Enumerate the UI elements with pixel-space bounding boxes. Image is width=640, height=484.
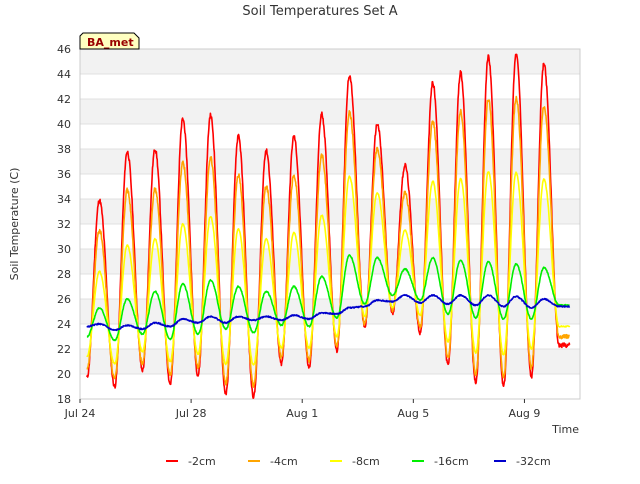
x-axis-ticks: Jul 24 Jul 28 Aug 1 Aug 5 Aug 9 (64, 399, 540, 420)
site-annotation-text: BA_met (87, 36, 134, 49)
y-tick-label: 34 (57, 193, 71, 206)
y-tick-label: 28 (57, 268, 71, 281)
y-tick-label: 46 (57, 43, 71, 56)
background-band (80, 174, 580, 199)
x-tick-label: Jul 24 (64, 407, 96, 420)
background-band (80, 324, 580, 349)
x-tick-label: Aug 1 (286, 407, 318, 420)
legend-item: -8cm (330, 455, 380, 468)
background-band (80, 199, 580, 224)
plot-frame (79, 48, 581, 400)
y-tick-label: 44 (57, 68, 71, 81)
legend: -2cm -4cm -8cm -16cm -32cm (166, 455, 551, 468)
y-tick-label: 18 (57, 393, 71, 406)
y-tick-label: 30 (57, 243, 71, 256)
x-tick-label: Aug 5 (397, 407, 429, 420)
background-band (80, 374, 580, 399)
x-axis-label: Time (551, 423, 579, 436)
y-axis-ticks: 18 20 22 24 26 28 30 32 34 36 38 40 42 44 46 (57, 43, 71, 406)
series-line-minus-4cm (86, 95, 571, 389)
y-axis-label: Soil Temperature (C) (8, 168, 21, 281)
y-tick-label: 20 (57, 368, 71, 381)
background-band (80, 99, 580, 124)
background-band (80, 349, 580, 374)
series-line-minus-32cm (86, 293, 571, 332)
y-tick-label: 32 (57, 218, 71, 231)
legend-label: -4cm (270, 455, 298, 468)
chart-title: Soil Temperatures Set A (242, 4, 397, 19)
y-tick-label: 40 (57, 118, 71, 131)
background-band (80, 149, 580, 174)
y-tick-label: 38 (57, 143, 71, 156)
legend-item: -4cm (248, 455, 298, 468)
y-tick-label: 24 (57, 318, 71, 331)
y-tick-label: 22 (57, 343, 71, 356)
legend-label: -8cm (352, 455, 380, 468)
series-line-minus-16cm (86, 254, 571, 342)
legend-label: -32cm (516, 455, 551, 468)
site-annotation-box (79, 32, 140, 50)
x-tick-label: Aug 9 (508, 407, 540, 420)
y-tick-label: 42 (57, 93, 71, 106)
legend-item: -16cm (412, 455, 469, 468)
series-line-minus-8cm (86, 171, 571, 366)
background-band (80, 74, 580, 99)
y-tick-label: 26 (57, 293, 71, 306)
x-tick-label: Jul 28 (175, 407, 207, 420)
background-band (80, 49, 580, 74)
legend-label: -16cm (434, 455, 469, 468)
site-annotation: BA_met (79, 32, 140, 50)
legend-label: -2cm (188, 455, 216, 468)
background-band (80, 124, 580, 149)
y-tick-label: 36 (57, 168, 71, 181)
series-lines (86, 53, 571, 400)
legend-item: -2cm (166, 455, 216, 468)
legend-item: -32cm (494, 455, 551, 468)
